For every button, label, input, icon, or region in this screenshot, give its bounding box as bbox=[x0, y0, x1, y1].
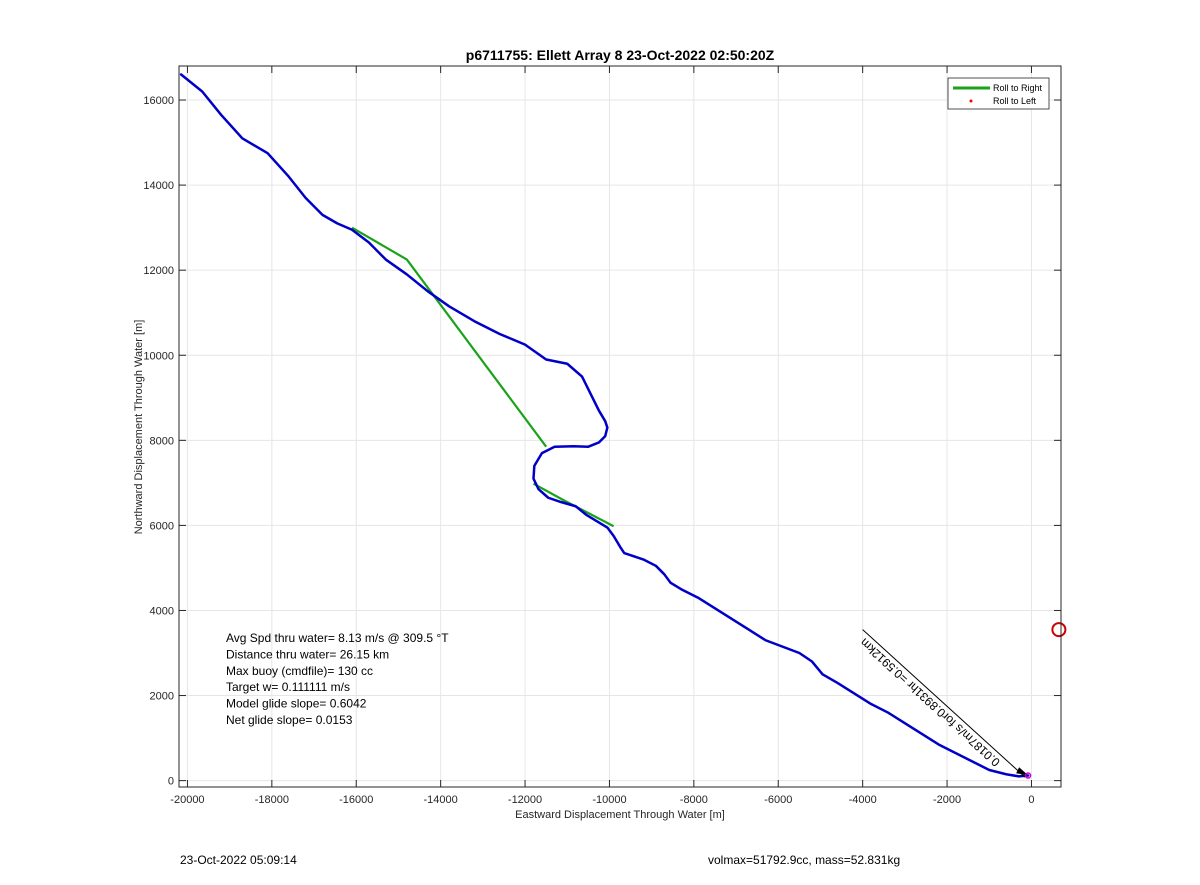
grid bbox=[179, 66, 1061, 787]
y-tick-label: 12000 bbox=[143, 265, 174, 277]
y-tick-label: 0 bbox=[168, 776, 174, 788]
y-axis-label: Northward Displacement Through Water [m] bbox=[133, 320, 145, 535]
current-arrow-head bbox=[1016, 767, 1029, 776]
legend: Roll to Right Roll to Left bbox=[947, 77, 1050, 110]
x-tick-label: -8000 bbox=[680, 794, 708, 806]
roll-right-segment bbox=[532, 482, 615, 528]
info-line: Avg Spd thru water= 8.13 m/s @ 309.5 °T bbox=[226, 631, 449, 645]
plot-area bbox=[179, 66, 1061, 787]
y-tick-label: 10000 bbox=[143, 350, 174, 362]
x-tick-label: -12000 bbox=[508, 794, 542, 806]
series-layer bbox=[179, 73, 1030, 778]
glider-start-marker bbox=[1024, 772, 1032, 779]
legend-roll-right-label: Roll to Right bbox=[993, 83, 1043, 93]
info-line: Distance thru water= 26.15 km bbox=[226, 647, 389, 661]
y-tick-label: 4000 bbox=[150, 605, 174, 617]
axis-ticks: -20000 -18000 -16000 -14000 -12000 -10000 -800… bbox=[143, 66, 1061, 806]
y-tick-label: 6000 bbox=[150, 520, 174, 532]
y-tick-label: 2000 bbox=[150, 691, 174, 703]
y-tick-label: 14000 bbox=[143, 180, 174, 192]
x-tick-label: -4000 bbox=[849, 794, 877, 806]
x-tick-label: -18000 bbox=[255, 794, 289, 806]
info-line: Max buoy (cmdfile)= 130 cc bbox=[226, 664, 373, 678]
legend-box bbox=[947, 77, 1050, 110]
target-circle-marker bbox=[1051, 622, 1067, 638]
plot-frame bbox=[178, 65, 1062, 788]
legend-roll-left-swatch bbox=[969, 99, 973, 103]
glider-track-line bbox=[179, 73, 1030, 778]
x-tick-label: -16000 bbox=[339, 794, 373, 806]
x-axis-label: Eastward Displacement Through Water [m] bbox=[515, 809, 725, 821]
x-tick-label: -14000 bbox=[424, 794, 458, 806]
info-block: Avg Spd thru water= 8.13 m/s @ 309.5 °T D… bbox=[226, 631, 449, 727]
x-tick-label: -20000 bbox=[170, 794, 204, 806]
x-tick-label: 0 bbox=[1028, 794, 1034, 806]
y-tick-label: 16000 bbox=[143, 95, 174, 107]
x-tick-label: -2000 bbox=[933, 794, 961, 806]
info-line: Target w= 0.111111 m/s bbox=[226, 680, 350, 694]
legend-roll-left-label: Roll to Left bbox=[993, 96, 1037, 106]
roll-right-segment bbox=[351, 226, 548, 448]
y-tick-label: 8000 bbox=[150, 435, 174, 447]
info-line: Model glide slope= 0.6042 bbox=[226, 697, 367, 711]
chart-title: p6711755: Ellett Array 8 23-Oct-2022 02:… bbox=[466, 47, 775, 63]
footer-timestamp: 23-Oct-2022 05:09:14 bbox=[180, 853, 297, 867]
info-line: Net glide slope= 0.0153 bbox=[226, 713, 353, 727]
footer-glider-params: volmax=51792.9cc, mass=52.831kg bbox=[708, 853, 901, 867]
x-tick-label: -6000 bbox=[764, 794, 792, 806]
x-tick-label: -10000 bbox=[592, 794, 626, 806]
current-arrow-line bbox=[862, 629, 1026, 778]
